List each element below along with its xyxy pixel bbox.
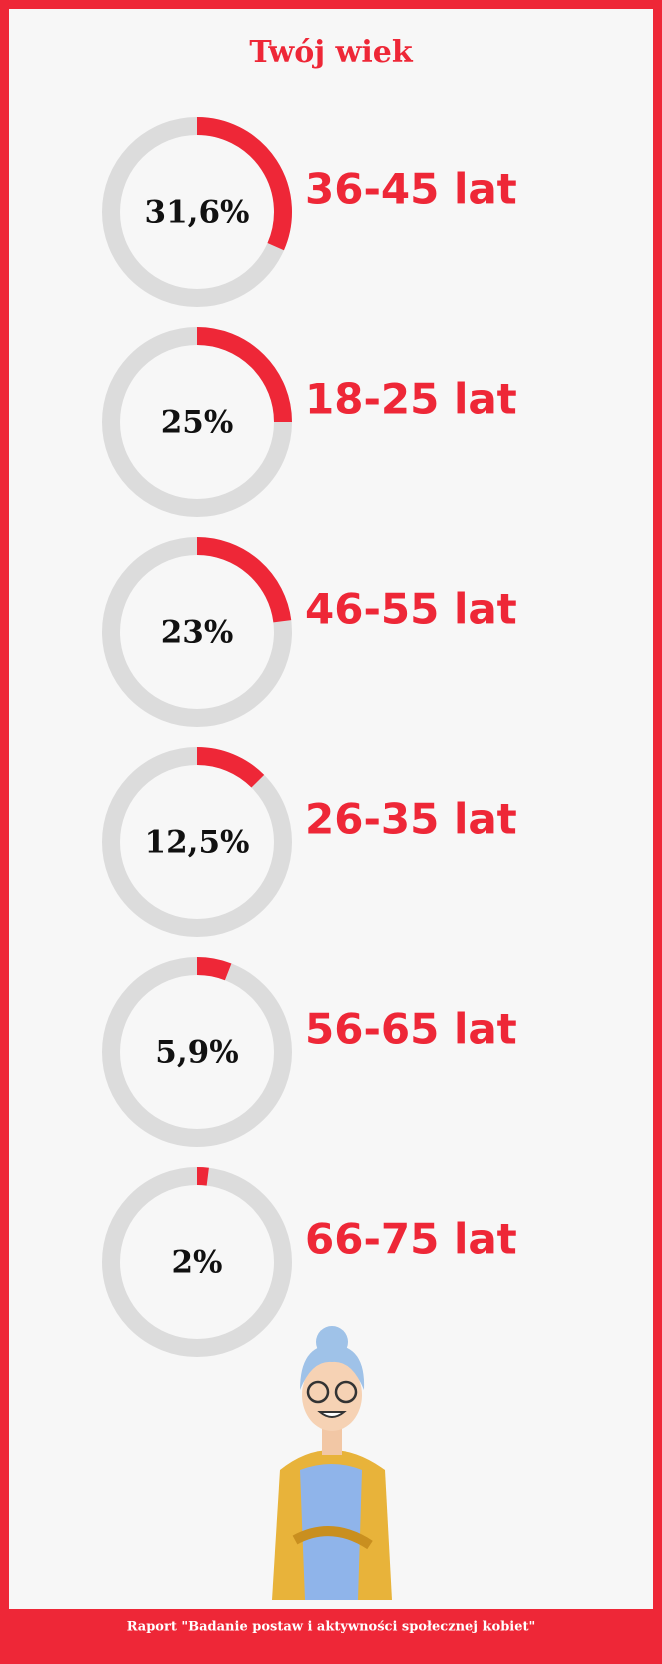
chart-title: Twój wiek — [249, 35, 413, 70]
value-label: 2% — [171, 1245, 222, 1281]
value-label: 25% — [161, 405, 234, 441]
donut-arc — [197, 1176, 208, 1177]
category-label: 56-65 lat — [305, 1005, 517, 1054]
category-label: 18-25 lat — [305, 375, 517, 424]
category-label: 36-45 lat — [305, 165, 517, 214]
page: Twój wiek 31,6% 36-45 lat 25% 18-25 lat 23% 4… — [0, 0, 662, 1664]
value-label: 31,6% — [145, 195, 250, 231]
category-label: 46-55 lat — [305, 585, 517, 634]
category-label: 26-35 lat — [305, 795, 517, 844]
value-label: 5,9% — [155, 1035, 238, 1071]
value-label: 23% — [161, 615, 234, 651]
value-label: 12,5% — [145, 825, 250, 861]
donut-arc — [197, 966, 228, 972]
category-label: 66-75 lat — [305, 1215, 517, 1264]
footer-text: Raport "Badanie postaw i aktywności społ… — [127, 1620, 536, 1635]
